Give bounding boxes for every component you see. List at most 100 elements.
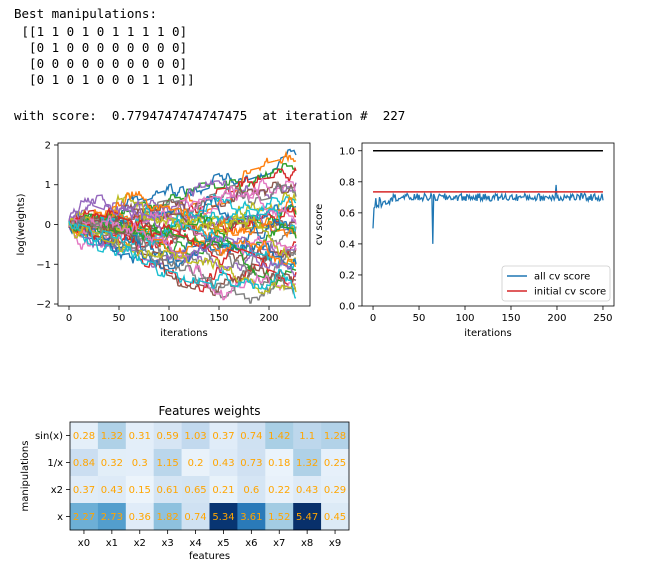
heatmap-title: Features weights [158, 404, 260, 418]
heatmap-xtick-label: x9 [329, 538, 341, 549]
heatmap-cell [321, 503, 350, 531]
heatmap-xtick-label: x6 [245, 538, 257, 549]
heatmap-cell [153, 476, 182, 504]
heatmap-cell [237, 449, 266, 477]
heatmap-cell [181, 449, 210, 477]
heatmap-cell [97, 422, 127, 450]
heatmap-cell-value: 1.42 [268, 431, 290, 442]
heatmap-cell [97, 476, 127, 504]
heatmap-cell-value: 0.21 [212, 485, 234, 496]
heatmap-cell [209, 449, 238, 477]
heatmap-ytick-label: x2 [51, 485, 63, 496]
heatmap-cell [237, 422, 266, 450]
weights-xtick-label: 100 [159, 313, 178, 324]
heatmap-cell [265, 503, 294, 531]
cv-ytick-label: 0.0 [339, 302, 355, 313]
heatmap-cell-value: 0.74 [240, 431, 262, 442]
heatmap-xtick-label: x1 [106, 538, 118, 549]
heatmap-cell [293, 476, 322, 504]
heatmap-ytick-label: 1/x [47, 458, 63, 469]
heatmap-cell-value: 0.25 [324, 458, 346, 469]
heatmap-cell-value: 1.52 [268, 512, 290, 523]
heatmap-cell [97, 449, 127, 477]
heatmap-cell [237, 503, 266, 531]
heatmap-xlabel: features [189, 551, 230, 562]
heatmap-cell [209, 503, 238, 531]
cv-ytick-label: 0.2 [339, 270, 355, 281]
cv-ytick-label: 1.0 [339, 146, 355, 157]
heatmap-cell [181, 422, 210, 450]
weights-series-line [68, 221, 297, 299]
heatmap-cell-value: 0.31 [129, 431, 151, 442]
cv-xlabel: iterations [464, 328, 511, 339]
weights-xtick-label: 150 [209, 313, 228, 324]
heatmap-cell [293, 503, 322, 531]
heatmap-cell-value: 0.61 [157, 485, 179, 496]
heatmap-cell-value: 3.61 [240, 512, 262, 523]
weights-series-line [68, 218, 297, 273]
heatmap-cell-value: 0.37 [73, 485, 95, 496]
weights-series-line [68, 215, 297, 304]
cv-xtick-label: 200 [547, 313, 566, 324]
heatmap-cell [181, 476, 210, 504]
heatmap-cell-value: 1.82 [157, 512, 179, 523]
cv-legend: all cv score initial cv score [501, 265, 611, 302]
cv-xtick-label: 150 [501, 313, 520, 324]
heatmap-cell [125, 449, 154, 477]
matrix-line-2: [0 1 0 0 0 0 0 0 0 0] [14, 40, 188, 55]
weights-xlabel: iterations [160, 328, 207, 339]
heatmap-cell [70, 503, 99, 531]
heatmap-cell [265, 476, 294, 504]
heatmap-cell-value: 5.34 [212, 512, 234, 523]
heatmap-xtick-label: x7 [273, 538, 285, 549]
weights-ytick-label: 0 [45, 220, 51, 231]
cv-legend-box [501, 265, 611, 302]
cv-ytick-label: 0.8 [339, 177, 355, 188]
heatmap-cell-value: 0.59 [157, 431, 179, 442]
heatmap-cell [265, 449, 294, 477]
weights-xtick-label: 50 [113, 313, 126, 324]
weights-xtick-label: 0 [66, 313, 72, 324]
heatmap-cell-value: 0.18 [268, 458, 290, 469]
weights-series-line [68, 222, 297, 295]
heatmap-xtick-label: x8 [301, 538, 313, 549]
heatmap-cell-value: 0.84 [73, 458, 95, 469]
heatmap-cell [125, 476, 154, 504]
heatmap-cell-value: 0.36 [129, 512, 151, 523]
heatmap-cell [70, 422, 99, 450]
heatmap-cell [237, 476, 266, 504]
weights-series-group [68, 148, 297, 304]
cv-ylabel: cv score [314, 204, 325, 245]
matrix-line-4: [0 1 0 1 0 0 0 1 1 0]] [14, 72, 195, 87]
heatmap-cell [209, 476, 238, 504]
heatmap-ylabel: manipulations [20, 441, 31, 512]
heatmap-cell [181, 503, 210, 531]
heatmap-xtick-label: x0 [78, 538, 90, 549]
heatmap-cell [70, 476, 99, 504]
heatmap-cell-value: 1.15 [157, 458, 179, 469]
heatmap-cell [265, 422, 294, 450]
cv-xtick-label: 0 [370, 313, 376, 324]
heatmap-cell-value: 0.43 [101, 485, 123, 496]
cv-xtick-label: 250 [593, 313, 612, 324]
weights-ylabel: log(weights) [16, 193, 27, 255]
heatmap-cell [153, 449, 182, 477]
weights-series-line [68, 212, 297, 266]
weights-ytick-label: 2 [45, 140, 51, 151]
heatmap-cell [125, 422, 154, 450]
weights-series-line [69, 209, 297, 268]
heatmap-cell-value: 0.28 [73, 431, 95, 442]
cv-all-score-line [372, 184, 604, 244]
heatmap-cell-value: 0.37 [212, 431, 234, 442]
weights-series-line [68, 178, 297, 240]
cv-legend-label: initial cv score [534, 287, 606, 298]
cv-ytick-label: 0.6 [339, 208, 355, 219]
heatmap-cell-value: 1.03 [184, 431, 206, 442]
cv-xtick-label: 100 [455, 313, 474, 324]
heatmap-cell-value: 1.28 [324, 431, 346, 442]
heatmap-cell-value: 0.74 [184, 512, 206, 523]
heatmap-cell [293, 422, 322, 450]
heatmap-xtick-label: x5 [217, 538, 229, 549]
heatmap-xtick-label: x4 [189, 538, 201, 549]
